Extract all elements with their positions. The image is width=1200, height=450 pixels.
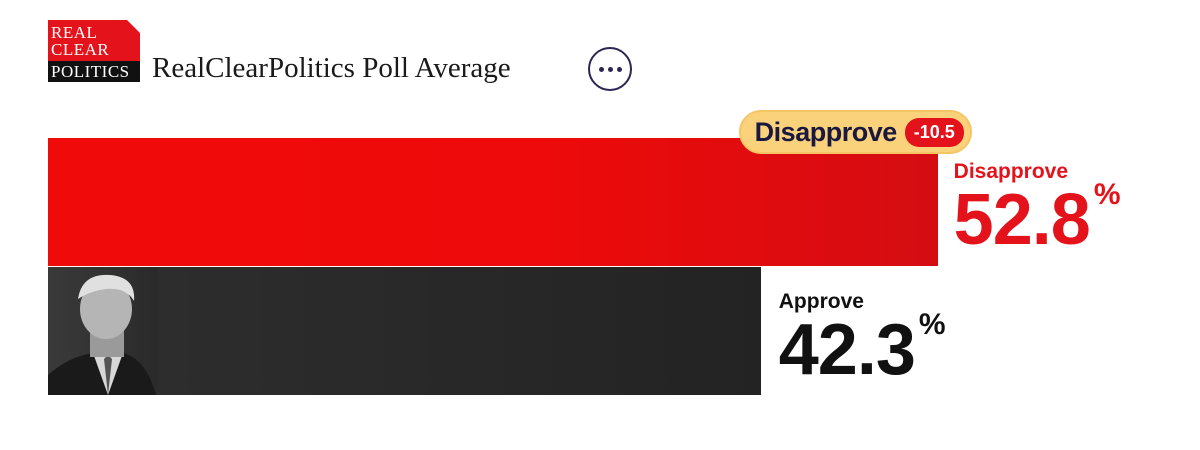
approve-percent-sign: % (918, 308, 946, 341)
bar-disapprove (48, 138, 938, 266)
logo-line-3: POLITICS (48, 61, 140, 82)
spread-pill: Disapprove -10.5 (738, 110, 972, 154)
spread-value-badge: -10.5 (904, 117, 964, 147)
logo-fold-corner (127, 20, 140, 33)
disapprove-percent-sign: % (1093, 178, 1121, 211)
logo-line-1: REAL (51, 23, 98, 42)
disapprove-label: Disapprove (953, 160, 1069, 183)
more-dot-icon (616, 66, 622, 72)
approve-label: Approve (778, 290, 864, 313)
more-dot-icon (607, 66, 613, 72)
disapprove-value-block: Disapprove 52.8% (954, 160, 1121, 256)
rcp-logo: REAL CLEAR POLITICS (48, 20, 140, 82)
chart-title: RealClearPolitics Poll Average (152, 52, 511, 84)
logo-line-2: CLEAR (51, 40, 110, 59)
spread-label: Disapprove (754, 116, 898, 147)
president-photo-icon (48, 267, 158, 395)
approve-value: 42.3 (778, 310, 916, 390)
more-options-button[interactable] (588, 47, 632, 91)
approve-value-block: Approve 42.3% (779, 290, 946, 386)
more-dot-icon (598, 66, 604, 72)
bar-approve (48, 267, 761, 395)
disapprove-value: 52.8 (953, 180, 1091, 260)
